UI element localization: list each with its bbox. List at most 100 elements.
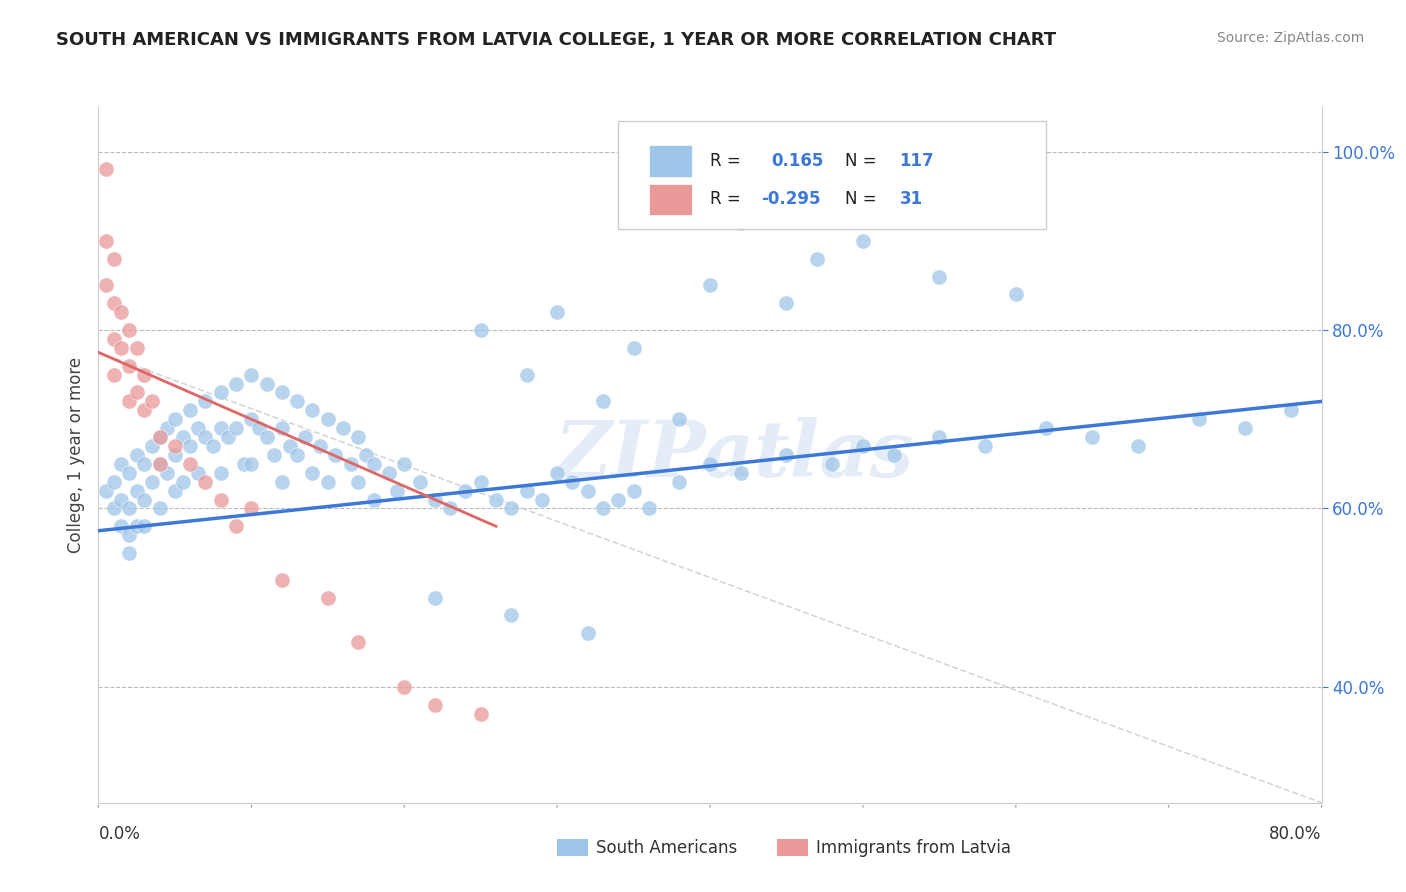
Bar [650,184,692,215]
Point [285,394,308,409]
Point [240,501,263,516]
Point [530,492,553,507]
Point [332,421,354,435]
Point [263,448,285,462]
Point [928,269,950,284]
Point [118,466,141,480]
Point [699,278,721,293]
Point [118,546,141,560]
Point [607,492,630,507]
Text: 0.0%: 0.0% [98,825,141,843]
Point [225,519,247,533]
Point [103,332,125,346]
Point [852,439,875,453]
Point [225,421,247,435]
FancyBboxPatch shape [619,121,1046,229]
Point [470,323,492,337]
Point [325,448,347,462]
Text: South Americans: South Americans [596,839,738,857]
Point [516,483,538,498]
Point [118,323,141,337]
Point [209,421,232,435]
Point [149,430,172,444]
Point [592,501,614,516]
Point [1188,412,1211,426]
Point [103,501,125,516]
Point [134,403,156,417]
Point [110,492,132,507]
Point [103,475,125,489]
Point [270,385,292,400]
Point [194,475,217,489]
Point [118,528,141,542]
Point [1004,287,1026,301]
Point [470,706,492,721]
Point [378,466,401,480]
Point [454,483,477,498]
Bar [557,839,588,856]
Point [363,492,385,507]
Point [1128,439,1150,453]
Text: SOUTH AMERICAN VS IMMIGRANTS FROM LATVIA COLLEGE, 1 YEAR OR MORE CORRELATION CHA: SOUTH AMERICAN VS IMMIGRANTS FROM LATVIA… [56,31,1056,49]
Bar [778,839,808,856]
Point [339,457,361,471]
Point [974,439,997,453]
Point [134,368,156,382]
Point [1234,421,1257,435]
Point [668,412,690,426]
Point [202,439,225,453]
Point [232,457,254,471]
Point [301,403,323,417]
Point [240,457,263,471]
Point [408,475,430,489]
Point [125,385,148,400]
Point [209,492,232,507]
Point [546,305,568,319]
Point [485,492,508,507]
Point [256,376,278,391]
Point [209,385,232,400]
Point [94,278,117,293]
Point [270,475,292,489]
Point [1081,430,1104,444]
Point [209,466,232,480]
Point [172,475,194,489]
Point [806,252,828,266]
Point [141,475,163,489]
Point [775,448,797,462]
Point [163,448,186,462]
Point [240,368,263,382]
Point [118,359,141,373]
Point [385,483,408,498]
Point [592,394,614,409]
Point [103,252,125,266]
Point [501,501,523,516]
Text: -0.295: -0.295 [762,190,821,208]
Point [730,216,752,230]
Point [179,457,201,471]
Point [576,626,599,640]
Point [187,466,209,480]
Point [110,341,132,355]
Point [125,341,148,355]
Point [270,573,292,587]
Point [821,457,844,471]
Point [141,394,163,409]
Point [294,430,316,444]
Point [285,448,308,462]
Point [110,305,132,319]
Point [194,430,217,444]
Point [94,483,117,498]
Point [316,412,339,426]
Point [141,439,163,453]
Point [316,591,339,605]
Point [470,475,492,489]
Point [309,439,332,453]
Point [217,430,239,444]
Point [118,501,141,516]
Point [623,341,645,355]
Text: 80.0%: 80.0% [1270,825,1322,843]
Point [301,466,323,480]
Point [134,457,156,471]
Point [775,296,797,310]
